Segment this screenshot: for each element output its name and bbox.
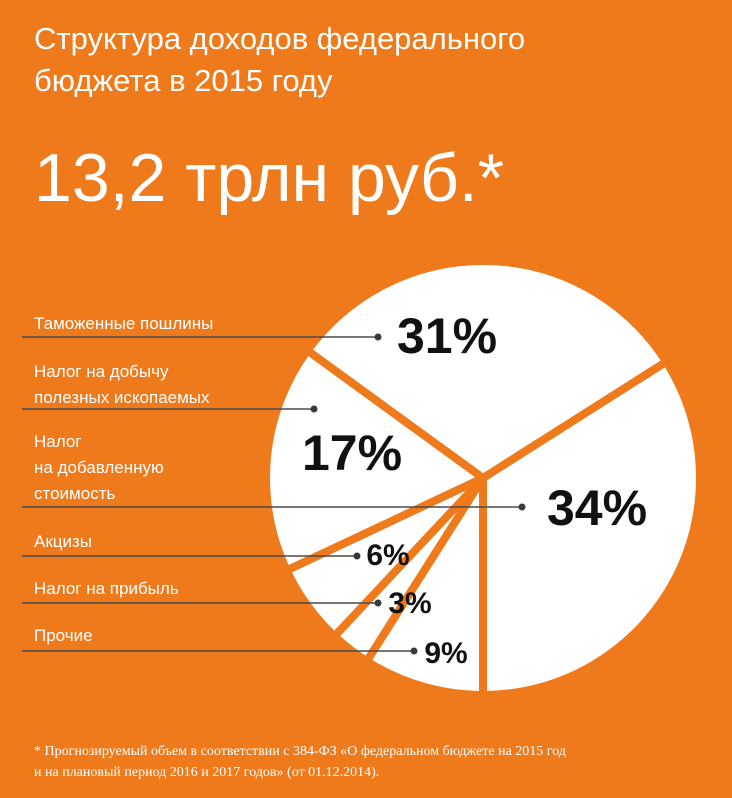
- leader-dot: [518, 503, 526, 511]
- leader-dot: [374, 599, 382, 607]
- category-label: Акцизы: [34, 532, 93, 551]
- value-label: 17%: [302, 425, 402, 481]
- category-label: Таможенные пошлины: [34, 314, 214, 333]
- pie-slice: [262, 346, 487, 575]
- title: Структура доходов федерального бюджета в…: [34, 21, 526, 98]
- leader-dot: [374, 333, 382, 341]
- category-label: Прочие: [34, 626, 93, 645]
- leader-dot: [310, 405, 318, 413]
- subtitle: 13,2 трлн руб.*: [34, 140, 505, 216]
- category-label: Налог на прибыль: [34, 579, 179, 598]
- leader-dot: [353, 552, 361, 560]
- pie-slice: [362, 474, 487, 699]
- value-label: 9%: [424, 637, 467, 670]
- category-label: Налог на добычу полезных ископаемых: [34, 362, 210, 407]
- leader-dot: [410, 647, 418, 655]
- footnote: * Прогнозируемый объем в соответствии с …: [34, 744, 566, 780]
- value-label: 3%: [388, 587, 431, 620]
- value-label: 34%: [547, 480, 647, 536]
- pie-slice: [303, 257, 671, 482]
- value-label: 31%: [397, 308, 497, 364]
- category-label: Налог на добавленную стоимость: [34, 432, 164, 503]
- value-label: 6%: [366, 539, 409, 572]
